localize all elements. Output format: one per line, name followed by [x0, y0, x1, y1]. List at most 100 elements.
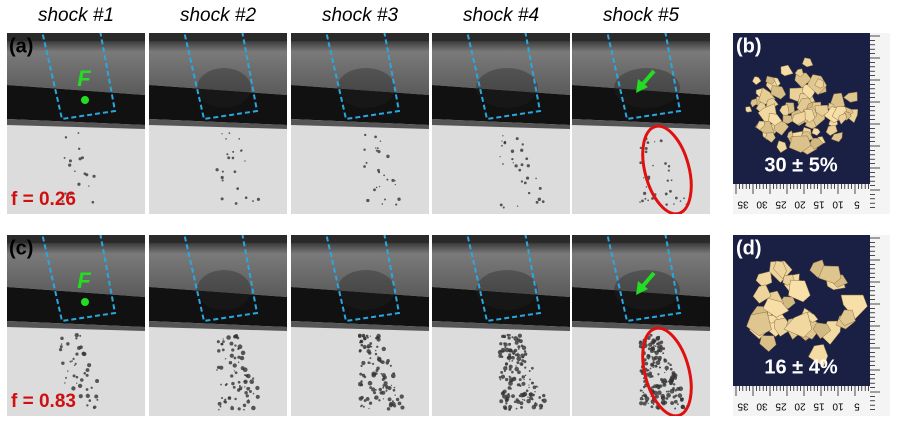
particle — [529, 378, 531, 380]
particle — [64, 382, 65, 383]
particle — [660, 378, 663, 381]
particle — [221, 397, 223, 399]
particle — [386, 155, 389, 158]
particle — [517, 205, 518, 206]
particle — [376, 150, 378, 152]
particle — [397, 198, 400, 201]
panel-label: (c) — [9, 237, 33, 259]
particle — [500, 351, 501, 352]
ruler-right — [870, 33, 890, 214]
particle — [76, 376, 79, 379]
particle — [76, 383, 77, 384]
particle — [678, 393, 683, 398]
photo-cell: F(c)f = 0.83 — [7, 227, 145, 416]
particle — [377, 147, 379, 149]
particle — [61, 343, 62, 344]
sample-photo: 3530252015105(d)16 ± 4% — [733, 235, 890, 416]
particle — [521, 382, 525, 386]
particle — [644, 362, 648, 366]
particle — [668, 391, 670, 393]
particle — [656, 366, 658, 368]
particle — [522, 346, 526, 350]
particle — [66, 342, 69, 345]
particle — [60, 337, 63, 340]
particle — [244, 160, 245, 161]
particle — [244, 391, 247, 394]
particle — [375, 147, 376, 148]
particle — [360, 365, 362, 367]
particle — [375, 350, 377, 352]
particle — [643, 386, 646, 389]
particle — [659, 366, 661, 368]
particle — [234, 370, 235, 371]
particle — [88, 399, 91, 402]
particle — [498, 354, 502, 358]
particle — [225, 138, 227, 140]
particle — [244, 386, 245, 387]
particle — [91, 387, 93, 389]
particle — [516, 408, 518, 410]
particle — [646, 186, 647, 187]
particle — [68, 164, 71, 167]
particle — [505, 402, 507, 404]
particle — [392, 401, 393, 402]
particle — [662, 352, 664, 354]
particle — [78, 148, 80, 150]
particle — [400, 394, 404, 398]
particle — [82, 352, 86, 356]
particle — [503, 206, 505, 208]
particle — [222, 179, 224, 181]
particle — [669, 190, 672, 193]
particle — [230, 354, 234, 358]
damage-shade — [197, 68, 251, 108]
particle — [516, 361, 519, 364]
particle — [518, 383, 520, 385]
particle — [499, 399, 503, 403]
particle — [86, 374, 89, 377]
particle — [241, 351, 246, 356]
particle — [647, 141, 650, 144]
particle — [539, 408, 541, 410]
particle — [375, 374, 376, 375]
particle — [93, 407, 95, 409]
particle — [361, 361, 365, 365]
particle — [394, 387, 396, 389]
particle — [521, 163, 524, 166]
particle — [662, 383, 666, 387]
particle — [528, 384, 529, 385]
particle — [378, 171, 380, 173]
particle — [532, 405, 536, 409]
particle — [653, 345, 654, 346]
particle — [502, 163, 504, 165]
particle — [525, 157, 528, 160]
particle — [359, 373, 362, 376]
particle — [363, 345, 367, 349]
particle — [518, 169, 521, 172]
particle — [359, 349, 362, 352]
particle — [386, 179, 388, 181]
particle — [383, 398, 384, 399]
ruler-label: 20 — [794, 400, 806, 411]
particle — [217, 349, 220, 352]
particle — [516, 356, 521, 361]
particle — [229, 132, 231, 134]
particle — [251, 406, 256, 411]
particle — [515, 341, 519, 345]
particle — [73, 374, 76, 377]
particle — [246, 381, 247, 382]
damage-shade — [476, 68, 538, 108]
particle — [87, 363, 91, 367]
particle — [95, 379, 99, 383]
particle — [511, 388, 512, 389]
photo-cell — [149, 227, 287, 416]
particle — [78, 384, 82, 388]
ruler-label: 30 — [756, 400, 768, 411]
particle — [539, 187, 542, 190]
particle — [394, 180, 395, 181]
particle — [656, 360, 661, 365]
particle — [61, 361, 64, 364]
particle — [235, 202, 238, 205]
particle — [504, 141, 507, 144]
particle — [663, 359, 667, 363]
particle — [380, 141, 381, 142]
